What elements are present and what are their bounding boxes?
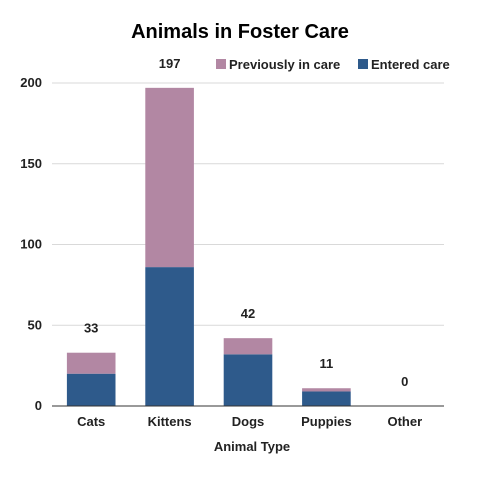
x-tick-label-kittens: Kittens <box>148 414 192 429</box>
gridlines <box>52 82 444 326</box>
legend-swatch-previously-in-care <box>216 59 226 69</box>
bar-dogs-previously-in-care <box>223 338 273 355</box>
y-tick-label: 150 <box>20 156 42 171</box>
y-tick-label: 50 <box>28 317 42 332</box>
y-axis-ticks: 0 50 100 150 200 <box>20 75 42 413</box>
x-axis-label: Animal Type <box>214 439 290 454</box>
y-tick-label: 0 <box>35 398 42 413</box>
total-label-cats: 33 <box>84 321 98 336</box>
x-axis-ticks: Cats Kittens Dogs Puppies Other <box>77 414 422 429</box>
total-label-kittens: 197 <box>159 56 181 71</box>
bar-puppies-entered-care <box>302 391 351 406</box>
total-label-other: 0 <box>401 374 408 389</box>
bar-kittens-entered-care <box>145 267 194 406</box>
legend-swatch-entered-care <box>358 59 368 69</box>
legend-label-previously-in-care: Previously in care <box>229 57 340 72</box>
y-tick-label: 100 <box>20 237 42 252</box>
bars <box>66 87 351 406</box>
total-labels: 33 197 42 11 0 <box>84 56 408 389</box>
x-tick-label-dogs: Dogs <box>232 414 265 429</box>
x-tick-label-cats: Cats <box>77 414 105 429</box>
legend: Previously in care Entered care <box>216 57 450 72</box>
x-tick-label-other: Other <box>387 414 422 429</box>
total-label-dogs: 42 <box>241 306 255 321</box>
bar-kittens-previously-in-care <box>145 87 194 268</box>
legend-label-entered-care: Entered care <box>371 57 450 72</box>
x-tick-label-puppies: Puppies <box>301 414 352 429</box>
bar-cats-previously-in-care <box>66 352 116 374</box>
total-label-puppies: 11 <box>320 356 334 371</box>
bar-cats-entered-care <box>66 373 116 406</box>
chart-title: Animals in Foster Care <box>131 21 349 43</box>
y-tick-label: 200 <box>20 75 42 90</box>
bar-puppies-previously-in-care <box>302 388 351 392</box>
bar-dogs-entered-care <box>223 354 273 406</box>
